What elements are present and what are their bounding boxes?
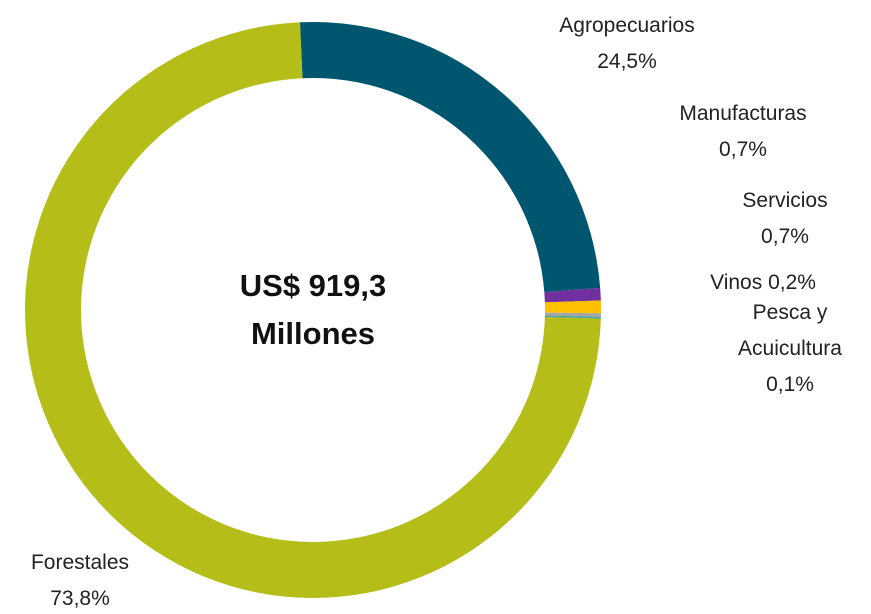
slice-label: Servicios 0,7% <box>742 183 827 255</box>
category-label: Agropecuarios <box>559 14 695 37</box>
slice-label: Agropecuarios 24,5% <box>559 8 694 80</box>
value-label: 0,7% <box>719 138 767 161</box>
category-label: Vinos <box>710 271 763 294</box>
category-label: Servicios <box>742 189 828 212</box>
slice-label: Pesca y Acuicultura 0,1% <box>715 295 865 403</box>
value-label: 0,1% <box>766 373 814 396</box>
value-label: 0,7% <box>761 225 809 248</box>
slice <box>299 21 601 293</box>
value-label: 73,8% <box>50 587 110 610</box>
category-label: Pesca y Acuicultura <box>738 301 842 360</box>
slice-label: Manufacturas 0,7% <box>679 96 806 168</box>
slice <box>544 287 601 303</box>
center-label: US$ 919,3 Millones <box>239 268 387 351</box>
slice-label: Vinos 0,2% <box>710 265 816 301</box>
category-label: Forestales <box>30 551 130 574</box>
value-label: 0,2% <box>768 271 816 294</box>
slice <box>544 312 601 317</box>
slice <box>544 300 601 314</box>
category-label: Manufacturas <box>679 102 807 125</box>
slice <box>544 315 601 319</box>
value-label: 24,5% <box>597 50 657 73</box>
slice-label: Forestales 73,8% <box>31 545 129 614</box>
